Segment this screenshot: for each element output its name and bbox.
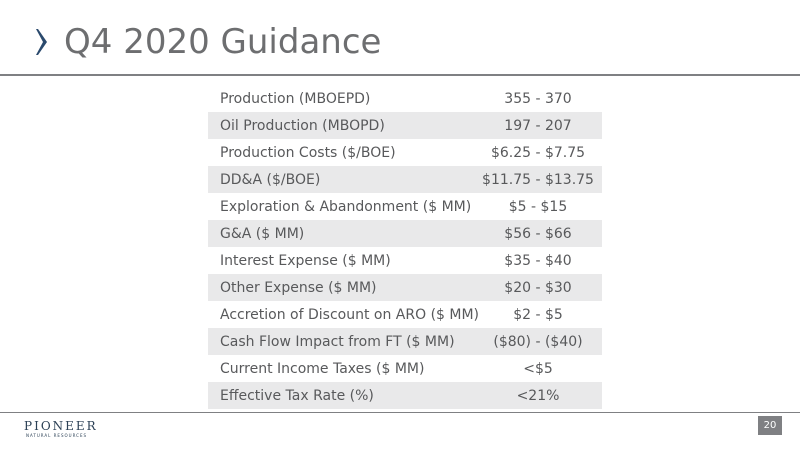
row-value: $20 - $30 [504, 279, 572, 296]
row-label: Accretion of Discount on ARO ($ MM) [220, 306, 480, 323]
row-value: <$5 [523, 360, 553, 377]
row-value: $11.75 - $13.75 [482, 171, 594, 188]
table-row: Exploration & Abandonment ($ MM) $5 - $1… [208, 193, 602, 220]
row-label: Cash Flow Impact from FT ($ MM) [220, 333, 455, 350]
row-value: $5 - $15 [508, 198, 568, 215]
row-label: Interest Expense ($ MM) [220, 252, 391, 269]
row-label: Production Costs ($/BOE) [220, 144, 396, 161]
row-value: $2 - $5 [513, 306, 563, 323]
row-value: $56 - $66 [504, 225, 572, 242]
footer-divider [0, 412, 800, 413]
row-label: G&A ($ MM) [220, 225, 305, 242]
company-logo: PIONEER NATURAL RESOURCES [24, 420, 98, 439]
row-value: $6.25 - $7.75 [490, 144, 586, 161]
row-label: Exploration & Abandonment ($ MM) [220, 198, 472, 215]
row-value: 197 - 207 [504, 117, 572, 134]
row-label: Other Expense ($ MM) [220, 279, 377, 296]
logo-name: PIONEER [24, 419, 98, 433]
table-row: Cash Flow Impact from FT ($ MM) ($80) - … [208, 328, 602, 355]
table-row: Production Costs ($/BOE) $6.25 - $7.75 [208, 139, 602, 166]
table-row: Other Expense ($ MM) $20 - $30 [208, 274, 602, 301]
page-number: 20 [758, 416, 782, 435]
table-row: Interest Expense ($ MM) $35 - $40 [208, 247, 602, 274]
page-title: Q4 2020 Guidance [64, 22, 382, 62]
row-label: Current Income Taxes ($ MM) [220, 360, 425, 377]
table-row: Oil Production (MBOPD) 197 - 207 [208, 112, 602, 139]
row-label: DD&A ($/BOE) [220, 171, 321, 188]
title-divider [0, 74, 800, 76]
table-row: Current Income Taxes ($ MM) <$5 [208, 355, 602, 382]
table-row: Production (MBOEPD) 355 - 370 [208, 85, 602, 112]
guidance-table: Production (MBOEPD) 355 - 370 Oil Produc… [208, 85, 602, 409]
logo-tagline: NATURAL RESOURCES [26, 433, 88, 438]
row-value: ($80) - ($40) [493, 333, 583, 350]
table-row: G&A ($ MM) $56 - $66 [208, 220, 602, 247]
row-label: Effective Tax Rate (%) [220, 387, 374, 404]
chevron-right-icon [36, 29, 47, 55]
row-value: <21% [516, 387, 560, 404]
table-row: DD&A ($/BOE) $11.75 - $13.75 [208, 166, 602, 193]
table-row: Accretion of Discount on ARO ($ MM) $2 -… [208, 301, 602, 328]
row-label: Production (MBOEPD) [220, 90, 371, 107]
row-value: 355 - 370 [504, 90, 572, 107]
row-value: $35 - $40 [504, 252, 572, 269]
title-row: Q4 2020 Guidance [36, 20, 381, 64]
table-row: Effective Tax Rate (%) <21% [208, 382, 602, 409]
row-label: Oil Production (MBOPD) [220, 117, 385, 134]
